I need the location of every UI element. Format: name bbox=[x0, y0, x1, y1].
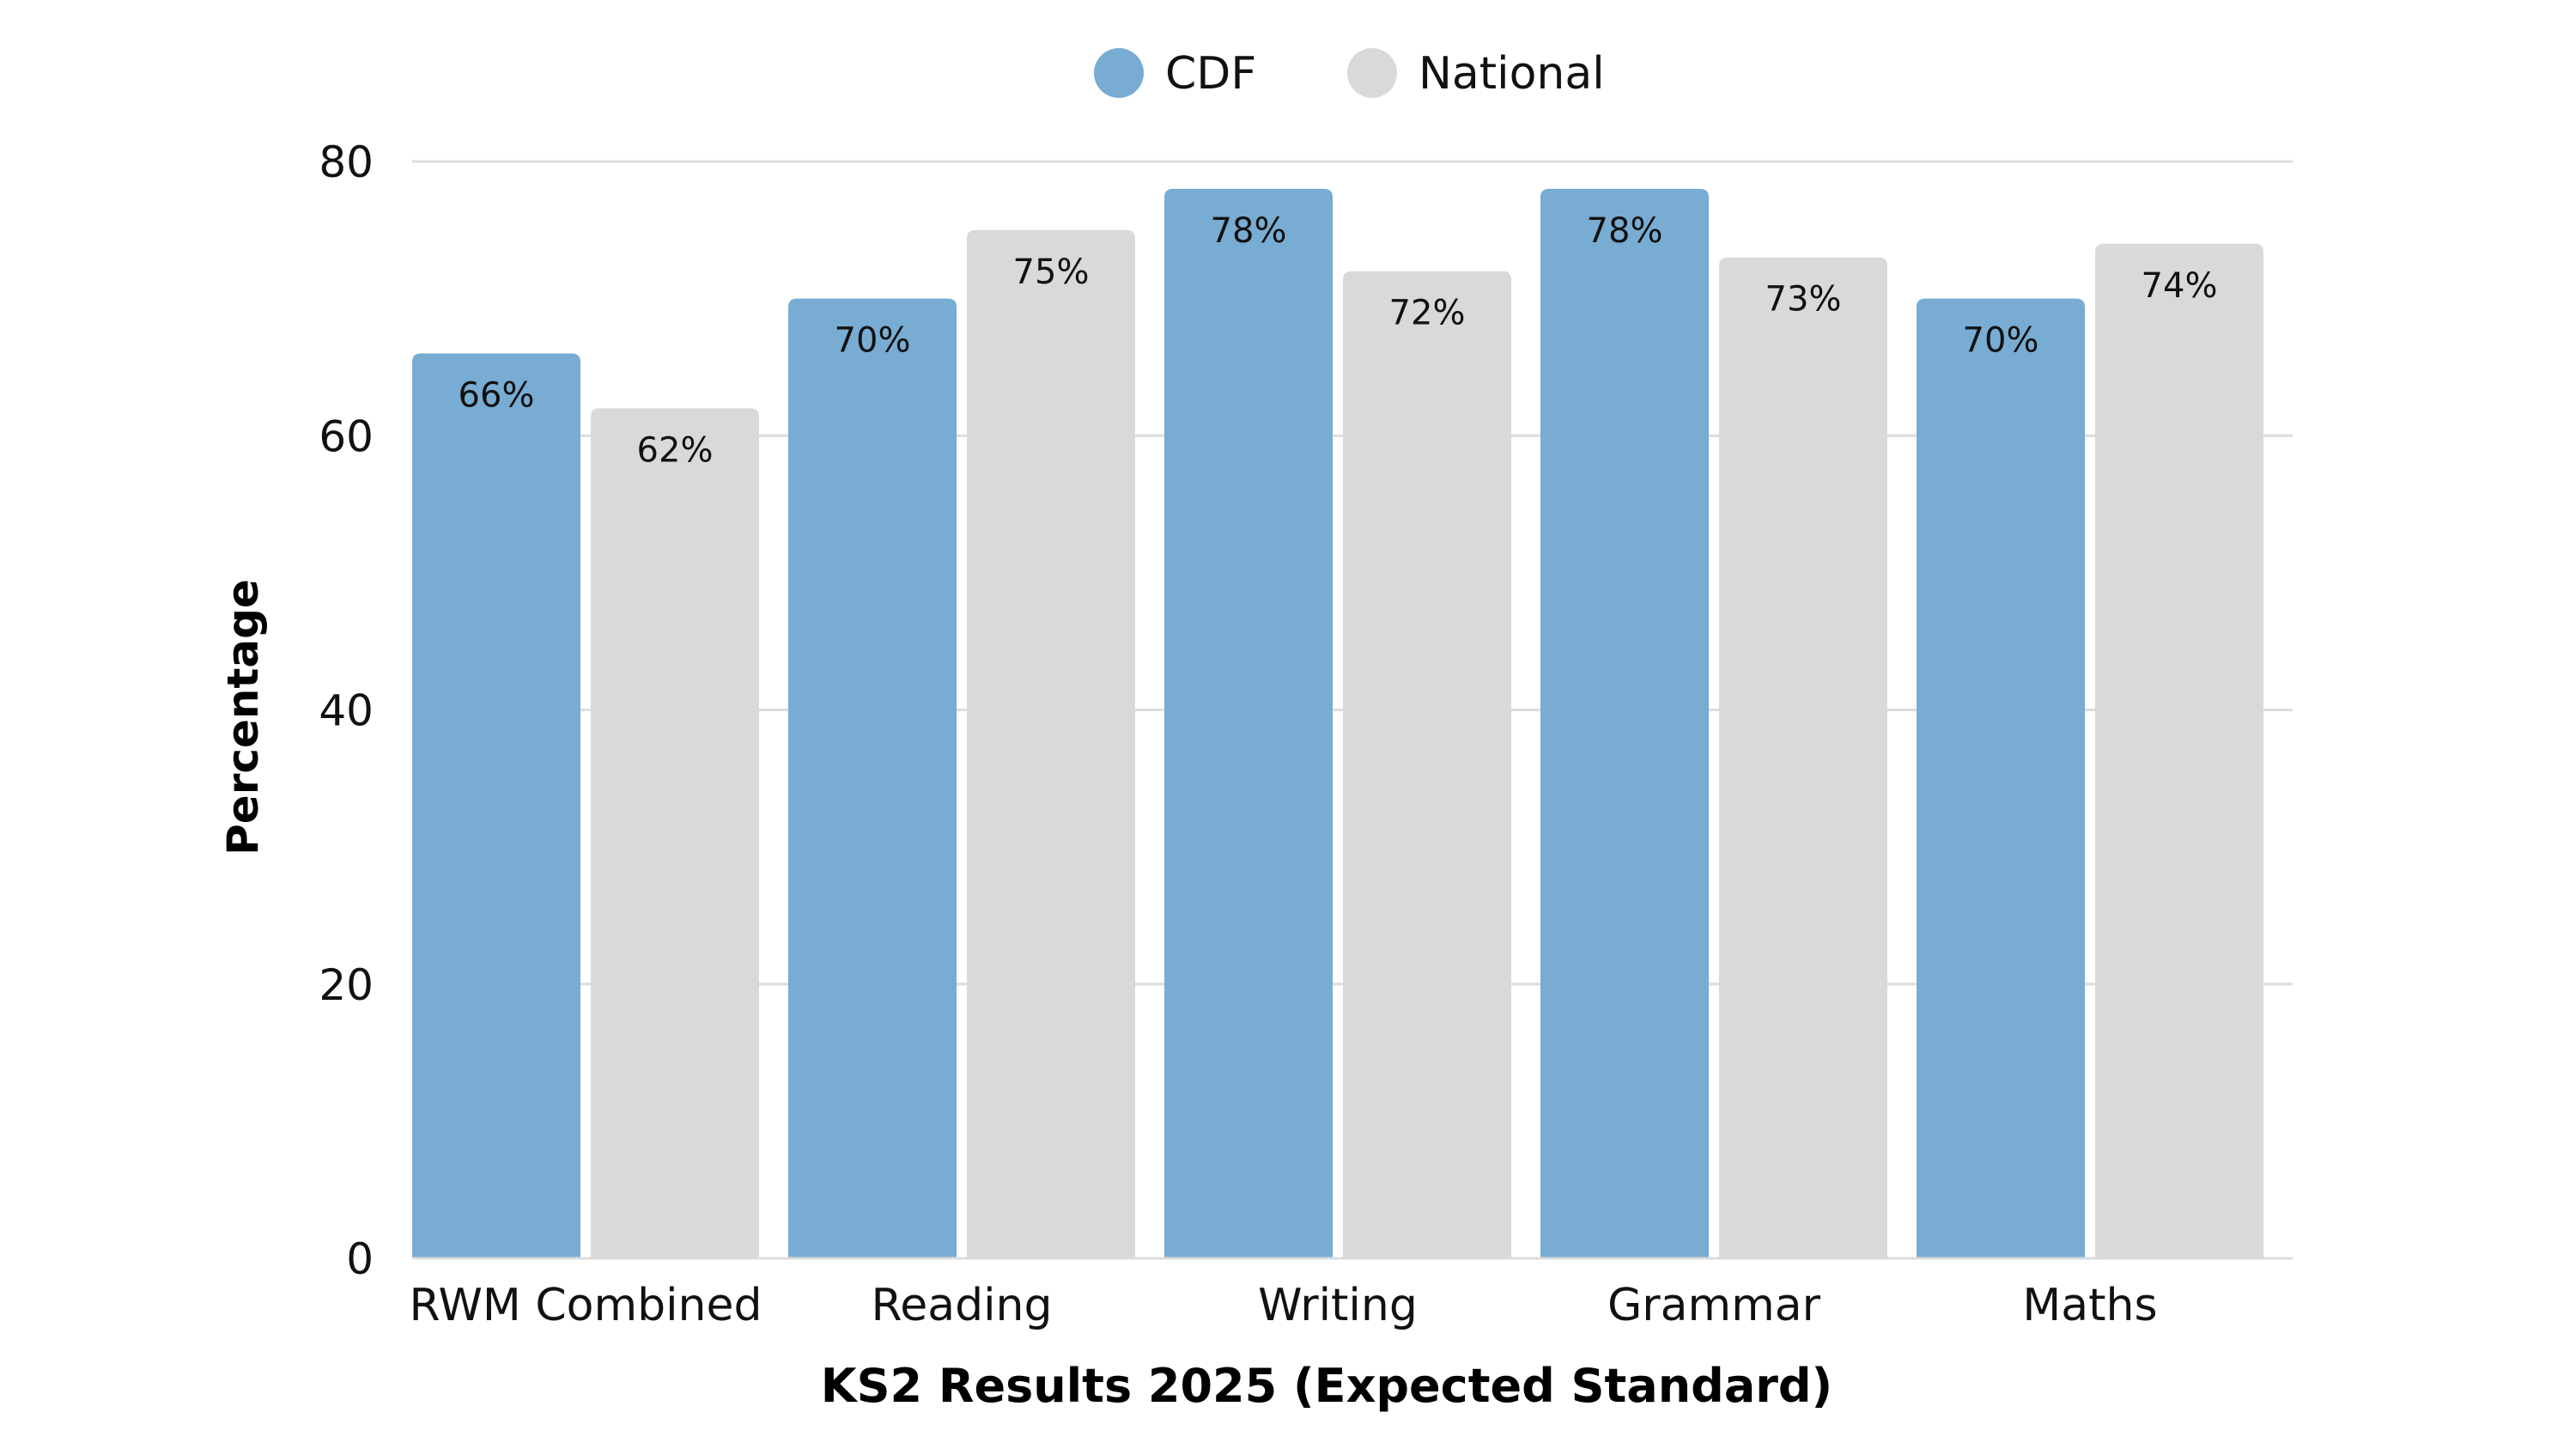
value-label-national-0: 62% bbox=[637, 430, 714, 470]
legend: CDF National bbox=[1094, 48, 1605, 100]
value-label-cdf-3: 78% bbox=[1587, 211, 1663, 251]
y-tick-label-80: 80 bbox=[319, 137, 374, 187]
legend-label-cdf: CDF bbox=[1165, 48, 1256, 100]
x-tick-label-3: Grammar bbox=[1607, 1280, 1821, 1331]
y-tick-label-40: 40 bbox=[319, 686, 374, 736]
bars bbox=[412, 188, 2263, 1259]
value-label-cdf-0: 66% bbox=[459, 375, 535, 415]
x-tick-label-4: Maths bbox=[2022, 1280, 2157, 1331]
value-label-cdf-4: 70% bbox=[1963, 321, 2039, 361]
bar-cdf-4 bbox=[1917, 298, 2085, 1258]
bar-cdf-0 bbox=[412, 353, 580, 1259]
value-label-national-2: 72% bbox=[1389, 294, 1466, 333]
bar-national-2 bbox=[1343, 271, 1511, 1259]
value-label-cdf-2: 78% bbox=[1211, 211, 1287, 251]
bar-national-3 bbox=[1719, 257, 1887, 1258]
legend-swatch-cdf bbox=[1094, 48, 1144, 98]
legend-label-national: National bbox=[1419, 48, 1605, 100]
bar-cdf-2 bbox=[1164, 188, 1333, 1258]
bar-cdf-1 bbox=[788, 298, 957, 1258]
value-label-cdf-1: 70% bbox=[835, 321, 911, 361]
x-tick-label-0: RWM Combined bbox=[409, 1280, 762, 1331]
value-label-national-4: 74% bbox=[2142, 266, 2218, 306]
y-tick-label-60: 60 bbox=[319, 411, 374, 461]
y-axis-title: Percentage bbox=[218, 579, 268, 855]
axes: 0 20 40 60 80 RWM Combined Reading Writing Gramm… bbox=[319, 137, 2293, 1331]
x-tick-label-2: Writing bbox=[1258, 1280, 1418, 1331]
bar-national-0 bbox=[591, 408, 759, 1258]
y-tick-label-20: 20 bbox=[319, 960, 374, 1010]
value-label-national-3: 73% bbox=[1765, 280, 1842, 320]
x-axis-title: KS2 Results 2025 (Expected Standard) bbox=[821, 1359, 1832, 1413]
bar-national-4 bbox=[2095, 243, 2263, 1258]
bar-national-1 bbox=[967, 229, 1135, 1258]
legend-swatch-national bbox=[1347, 48, 1397, 98]
value-label-national-1: 75% bbox=[1013, 253, 1090, 292]
x-tick-label-1: Reading bbox=[871, 1280, 1052, 1331]
y-tick-label-0: 0 bbox=[346, 1234, 374, 1284]
bar-cdf-3 bbox=[1540, 188, 1709, 1258]
data-labels: 66% 62% 70% 75% 78% 72% 78% 73% 70% 74% bbox=[459, 211, 2218, 470]
